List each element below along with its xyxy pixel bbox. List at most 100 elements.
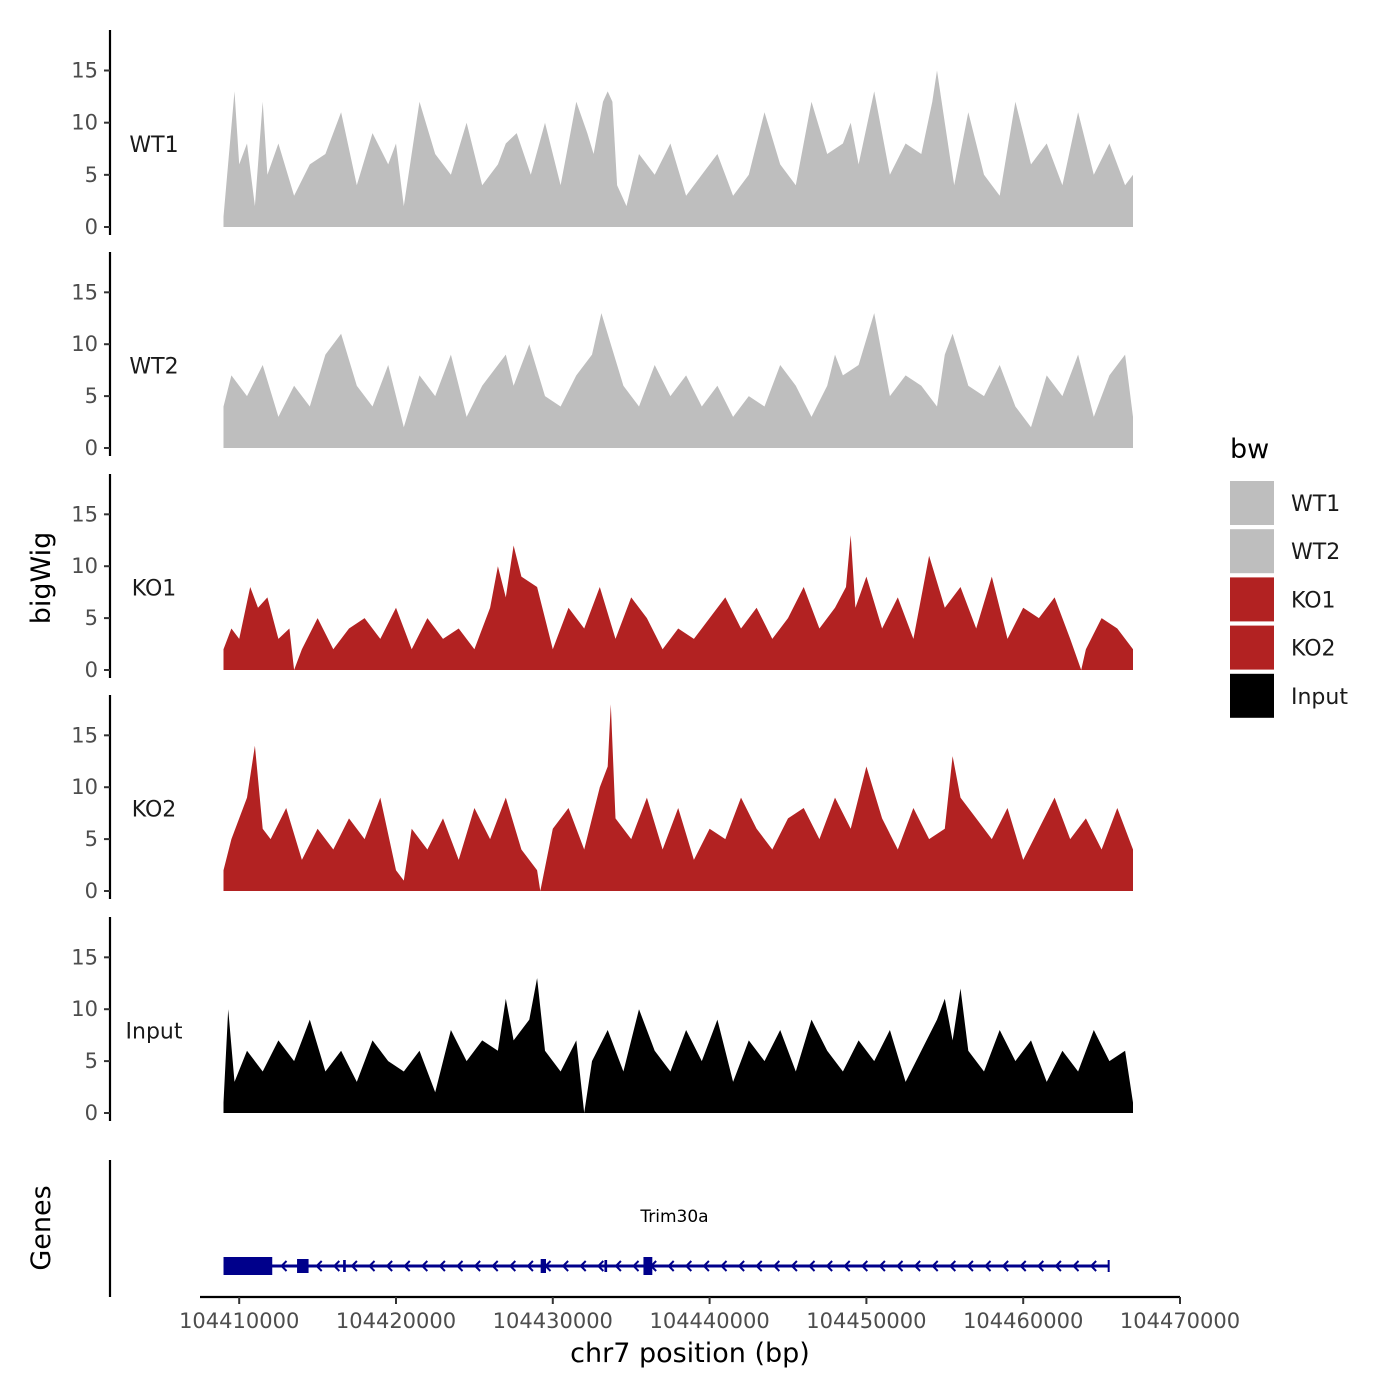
y-tick-label: 15 [71,723,98,747]
strand-arrow [438,1260,446,1272]
strand-arrow [280,1260,288,1272]
track-label-wt1: WT1 [129,133,178,158]
strand-arrow [790,1260,798,1272]
legend-label: Input [1291,685,1348,710]
coverage-area-input [223,978,1133,1113]
x-tick-label: 104460000 [963,1309,1083,1333]
strand-arrow [702,1260,710,1272]
y-tick-label: 10 [71,775,98,799]
x-axis-title: chr7 position (bp) [570,1338,810,1369]
strand-arrow [332,1260,341,1272]
legend-swatch [1230,481,1274,525]
y-axis-title: bigWig [26,532,57,625]
legend-label: WT2 [1291,540,1340,565]
y-tick-label: 10 [71,554,98,578]
x-tick-label: 104470000 [1120,1309,1240,1333]
strand-arrow [825,1260,833,1272]
strand-arrow [420,1260,429,1272]
strand-arrow [1019,1260,1027,1272]
strand-arrow [966,1260,974,1272]
legend-swatch [1230,673,1274,718]
gene-exon [223,1257,273,1275]
legend-label: WT1 [1291,492,1340,517]
strand-arrow [667,1260,675,1272]
y-tick-label: 10 [71,111,98,135]
gene-track: Trim30a [108,1160,1110,1297]
strand-arrow [508,1260,517,1272]
strand-arrow [1089,1260,1097,1272]
x-tick-label: 104440000 [649,1309,769,1333]
strand-arrow [491,1260,499,1272]
legend: bw WT1 WT2 KO1 KO2 Input [1230,434,1348,718]
strand-arrow [1036,1260,1045,1272]
strand-arrow [350,1260,358,1272]
gene-exon [1107,1260,1110,1272]
track-ko1: 0 5 10 15 KO1 [71,474,1133,682]
legend-label: KO1 [1291,588,1336,613]
strand-arrow [315,1260,323,1272]
legend-item-wt1: WT1 [1230,481,1340,525]
gene-exon [643,1257,653,1275]
y-tick-label: 10 [71,997,98,1021]
strand-arrow [1054,1260,1062,1272]
strand-arrow [984,1260,992,1272]
strand-arrow [561,1260,569,1272]
track-wt1: 0 5 10 15 WT1 [71,30,1133,239]
strand-arrow [931,1260,939,1272]
y-tick-label: 5 [85,606,98,630]
track-label-ko2: KO2 [132,797,177,822]
track-ko2: 0 5 10 15 KO2 [71,695,1133,903]
strand-arrow [526,1260,534,1272]
x-tick-label: 104450000 [806,1309,926,1333]
legend-swatch [1230,577,1274,622]
track-label-ko1: KO1 [132,576,177,601]
y-tick-label: 0 [85,436,98,460]
legend-item-input: Input [1230,673,1348,718]
legend-swatch [1230,529,1274,574]
gene-exon [297,1259,309,1273]
gene-track-title: Genes [26,1185,57,1270]
strand-arrow [614,1260,622,1272]
coverage-tracks: 0 5 10 15 WT1 0 5 10 15 WT2 0 5 10 15 KO1 0 5 10 15 KO2 0 5 10… [71,30,1133,1125]
strand-arrow [913,1260,921,1272]
strand-arrow [579,1260,587,1272]
gene-exon [604,1260,608,1272]
strand-arrow [896,1260,904,1272]
strand-arrow [403,1260,411,1272]
strand-arrow [860,1260,869,1272]
strand-arrow [1001,1260,1009,1272]
coverage-area-ko1 [223,535,1133,670]
gene-exon [343,1260,346,1272]
strand-arrow [843,1260,851,1272]
y-tick-label: 0 [85,1101,98,1125]
legend-label: KO2 [1291,637,1336,662]
x-tick-label: 104410000 [179,1309,299,1333]
legend-swatch [1230,625,1274,670]
gene-exon [540,1259,546,1273]
x-axis: 104410000 104420000 104430000 104440000 1044… [179,1295,1240,1333]
y-tick-label: 5 [85,163,98,187]
track-input: 0 5 10 15 Input [71,917,1133,1125]
y-tick-label: 5 [85,1049,98,1073]
track-label-input: Input [126,1019,183,1044]
legend-item-ko2: KO2 [1230,625,1336,670]
gene-label: Trim30a [639,1207,708,1227]
legend-title: bw [1230,434,1269,465]
strand-arrow [368,1260,376,1272]
strand-arrow [878,1260,886,1272]
legend-item-ko1: KO1 [1230,577,1336,622]
y-tick-label: 10 [71,332,98,356]
x-tick-label: 104430000 [493,1309,613,1333]
strand-arrow [684,1260,693,1272]
coverage-area-wt2 [223,313,1133,448]
y-tick-label: 0 [85,879,98,903]
y-tick-label: 15 [71,280,98,304]
y-tick-label: 15 [71,502,98,526]
strand-arrow [385,1260,393,1272]
y-tick-label: 0 [85,658,98,682]
strand-arrow [772,1260,781,1272]
x-tick-label: 104420000 [336,1309,456,1333]
track-label-wt2: WT2 [129,354,178,379]
y-tick-label: 0 [85,215,98,239]
